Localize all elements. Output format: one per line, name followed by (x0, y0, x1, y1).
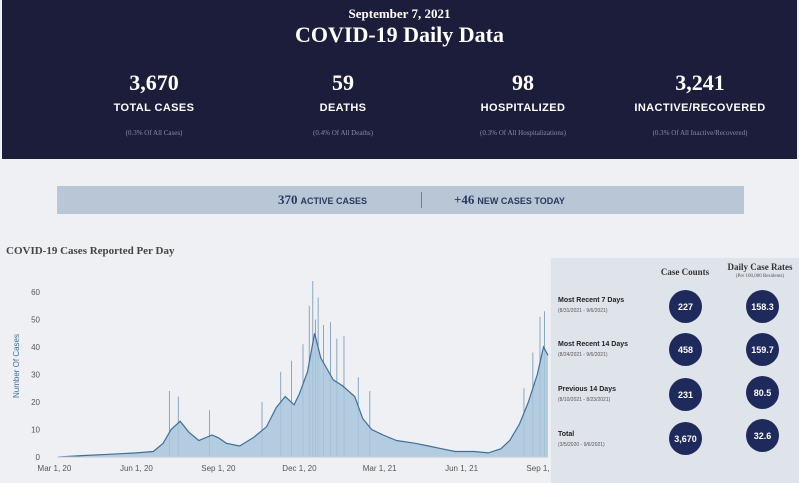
stat-sub: (0.3% Of All Inactive/Recovered) (652, 129, 748, 137)
case-rates-panel: Case Counts Daily Case Rates (Per 100,00… (551, 258, 799, 483)
y-tick-label: 30 (31, 371, 40, 380)
x-tick-label: Jun 1, 20 (120, 464, 153, 473)
case-rate-badge: 159.7 (746, 333, 779, 366)
y-tick-label: 60 (31, 288, 40, 297)
stat-label: INACTIVE/RECOVERED (634, 102, 766, 114)
average-line (57, 333, 549, 458)
y-axis-label: Number Of Cases (12, 334, 21, 398)
new-cases-label: NEW CASES TODAY (477, 196, 565, 206)
y-tick-label: 40 (31, 343, 40, 352)
y-tick-label: 0 (36, 453, 41, 462)
stat-value: 59 (332, 70, 354, 95)
row-range: (8/10/2021 - 8/23/2021) (558, 397, 611, 403)
row-label: Most Recent 7 Days (558, 297, 625, 304)
stat-total-cases: 3,670 TOTAL CASES (0.3% Of All Cases) (74, 70, 234, 137)
cases-area (58, 333, 548, 457)
page-title: COVID-19 Daily Data (295, 22, 504, 47)
y-tick-label: 10 (31, 426, 40, 435)
header-banner: September 7, 2021 COVID-19 Daily Data 3,… (2, 0, 797, 159)
new-cases: +46 NEW CASES TODAY (454, 192, 565, 208)
stat-sub: (0.3% Of All Hospitalizations) (480, 129, 566, 137)
active-cases-label: ACTIVE CASES (300, 196, 368, 206)
active-cases-value: 370 (278, 192, 298, 207)
case-rate-badge: 32.6 (746, 419, 779, 452)
stat-sub: (0.4% Of All Deaths) (313, 129, 373, 137)
row-label: Most Recent 14 Days (558, 341, 629, 348)
row-label: Total (558, 431, 575, 438)
y-tick-label: 50 (31, 316, 40, 325)
active-cases: 370 ACTIVE CASES (278, 192, 367, 208)
x-tick-label: Sep 1, 20 (201, 464, 236, 473)
stat-inactive-recovered: 3,241 INACTIVE/RECOVERED (0.3% Of All In… (610, 70, 790, 137)
case-count-badge: 227 (669, 290, 702, 323)
x-tick-label: Mar 1, 20 (38, 464, 72, 473)
row-range: (3/5/2020 - 9/6/2021) (558, 442, 605, 448)
chart-title: COVID-19 Cases Reported Per Day (6, 245, 175, 257)
daily-case-rates-subheader: (Per 100,000 Residents) (735, 274, 785, 279)
report-date: September 7, 2021 (348, 6, 451, 21)
daily-case-rates-header: Daily Case Rates (727, 262, 793, 272)
x-tick-label: Dec 1, 20 (282, 464, 317, 473)
case-counts-header: Case Counts (660, 267, 710, 277)
stat-value: 98 (512, 70, 534, 95)
case-count-badge: 3,670 (669, 422, 702, 455)
x-tick-label: Mar 1, 21 (363, 464, 397, 473)
stat-value: 3,241 (675, 70, 725, 95)
new-cases-value: +46 (454, 192, 475, 207)
stat-label: DEATHS (319, 102, 367, 114)
case-count-badge: 458 (669, 333, 702, 366)
case-count-badge: 231 (669, 378, 702, 411)
stat-value: 3,670 (129, 70, 179, 95)
case-rate-badge: 158.3 (746, 290, 779, 323)
y-tick-label: 20 (31, 398, 40, 407)
stat-label: TOTAL CASES (113, 102, 195, 114)
cases-per-day-chart: 0 10 20 30 40 50 60 Number Of Cases Mar 1, 20 Jun… (12, 281, 551, 473)
case-rate-badge: 80.5 (746, 376, 779, 409)
stat-hospitalized: 98 HOSPITALIZED (0.3% Of All Hospitaliza… (443, 70, 603, 137)
stat-sub: (0.3% Of All Cases) (125, 129, 183, 137)
x-tick-label: Sep 1, 21 (526, 464, 551, 473)
divider (421, 192, 422, 208)
x-tick-label: Jun 1, 21 (445, 464, 478, 473)
row-range: (8/31/2021 - 9/6/2021) (558, 308, 608, 314)
active-cases-bar: 370 ACTIVE CASES +46 NEW CASES TODAY (57, 186, 744, 214)
row-label: Previous 14 Days (558, 386, 616, 393)
row-range: (8/24/2021 - 9/6/2021) (558, 352, 608, 358)
stat-deaths: 59 DEATHS (0.4% Of All Deaths) (263, 70, 423, 137)
stat-label: HOSPITALIZED (480, 102, 566, 114)
